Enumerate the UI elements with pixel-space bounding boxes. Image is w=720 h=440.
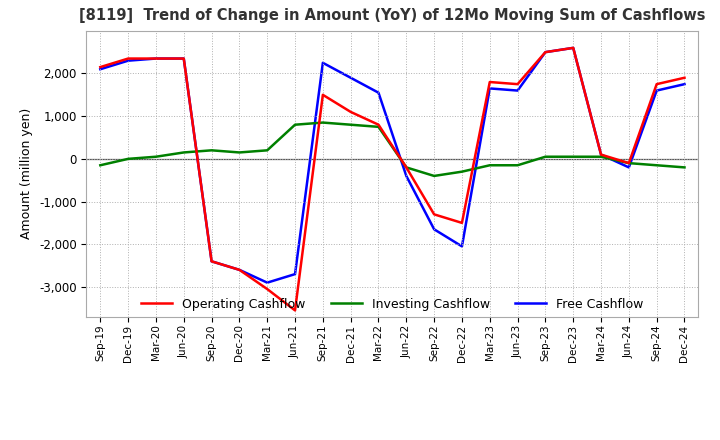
Operating Cashflow (652, 81, 661, 87)
Investing Cashflow (207, 148, 216, 153)
Free Cashflow (569, 45, 577, 51)
Free Cashflow (652, 88, 661, 93)
Operating Cashflow (124, 56, 132, 61)
Free Cashflow (96, 66, 104, 72)
Investing Cashflow (569, 154, 577, 159)
Legend: Operating Cashflow, Investing Cashflow, Free Cashflow: Operating Cashflow, Investing Cashflow, … (136, 293, 649, 316)
Investing Cashflow (374, 124, 383, 129)
Line: Free Cashflow: Free Cashflow (100, 48, 685, 282)
Investing Cashflow (624, 161, 633, 166)
Free Cashflow (374, 90, 383, 95)
Free Cashflow (458, 244, 467, 249)
Free Cashflow (624, 165, 633, 170)
Operating Cashflow (458, 220, 467, 226)
Free Cashflow (597, 152, 606, 157)
Line: Investing Cashflow: Investing Cashflow (100, 123, 685, 176)
Investing Cashflow (124, 156, 132, 161)
Free Cashflow (346, 75, 355, 81)
Investing Cashflow (485, 163, 494, 168)
Operating Cashflow (569, 45, 577, 51)
Free Cashflow (263, 280, 271, 285)
Investing Cashflow (179, 150, 188, 155)
Operating Cashflow (541, 50, 550, 55)
Investing Cashflow (430, 173, 438, 179)
Operating Cashflow (374, 122, 383, 127)
Free Cashflow (513, 88, 522, 93)
Free Cashflow (291, 271, 300, 277)
Investing Cashflow (680, 165, 689, 170)
Free Cashflow (541, 50, 550, 55)
Free Cashflow (179, 56, 188, 61)
Title: [8119]  Trend of Change in Amount (YoY) of 12Mo Moving Sum of Cashflows: [8119] Trend of Change in Amount (YoY) o… (79, 7, 706, 23)
Operating Cashflow (96, 64, 104, 70)
Investing Cashflow (458, 169, 467, 174)
Investing Cashflow (597, 154, 606, 159)
Line: Operating Cashflow: Operating Cashflow (100, 48, 685, 310)
Operating Cashflow (430, 212, 438, 217)
Operating Cashflow (179, 56, 188, 61)
Free Cashflow (207, 259, 216, 264)
Operating Cashflow (597, 152, 606, 157)
Investing Cashflow (291, 122, 300, 127)
Free Cashflow (124, 58, 132, 63)
Investing Cashflow (235, 150, 243, 155)
Investing Cashflow (263, 148, 271, 153)
Operating Cashflow (346, 109, 355, 114)
Operating Cashflow (485, 79, 494, 84)
Investing Cashflow (402, 165, 410, 170)
Investing Cashflow (513, 163, 522, 168)
Investing Cashflow (318, 120, 327, 125)
Operating Cashflow (402, 165, 410, 170)
Operating Cashflow (263, 286, 271, 292)
Operating Cashflow (235, 267, 243, 272)
Operating Cashflow (318, 92, 327, 98)
Investing Cashflow (96, 163, 104, 168)
Investing Cashflow (346, 122, 355, 127)
Operating Cashflow (513, 81, 522, 87)
Free Cashflow (430, 227, 438, 232)
Free Cashflow (680, 81, 689, 87)
Operating Cashflow (624, 161, 633, 166)
Y-axis label: Amount (million yen): Amount (million yen) (20, 108, 33, 239)
Investing Cashflow (652, 163, 661, 168)
Investing Cashflow (541, 154, 550, 159)
Investing Cashflow (152, 154, 161, 159)
Free Cashflow (152, 56, 161, 61)
Free Cashflow (485, 86, 494, 91)
Operating Cashflow (291, 308, 300, 313)
Free Cashflow (235, 267, 243, 272)
Operating Cashflow (680, 75, 689, 81)
Free Cashflow (318, 60, 327, 66)
Free Cashflow (402, 173, 410, 179)
Operating Cashflow (207, 259, 216, 264)
Operating Cashflow (152, 56, 161, 61)
